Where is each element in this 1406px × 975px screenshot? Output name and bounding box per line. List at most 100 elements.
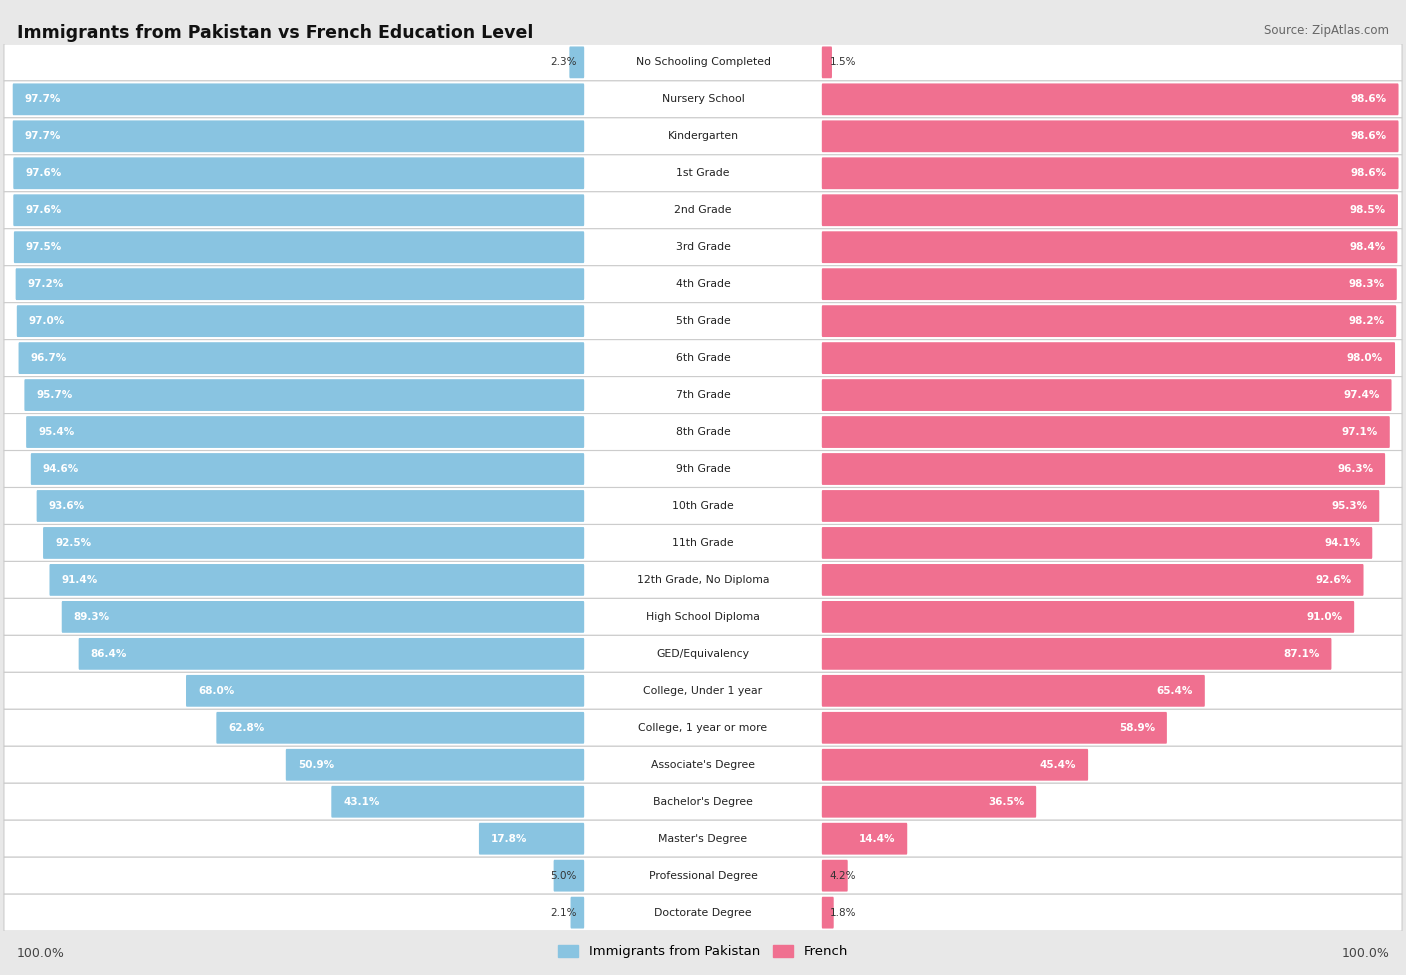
FancyBboxPatch shape <box>31 453 585 485</box>
FancyBboxPatch shape <box>821 453 1385 485</box>
FancyBboxPatch shape <box>821 120 1399 152</box>
Text: 95.3%: 95.3% <box>1331 501 1367 511</box>
Text: 68.0%: 68.0% <box>198 685 235 696</box>
Text: 96.7%: 96.7% <box>31 353 66 363</box>
FancyBboxPatch shape <box>4 857 1402 894</box>
Text: 1.8%: 1.8% <box>830 908 856 917</box>
FancyBboxPatch shape <box>13 157 585 189</box>
FancyBboxPatch shape <box>821 712 1167 744</box>
Text: 93.6%: 93.6% <box>49 501 84 511</box>
FancyBboxPatch shape <box>821 231 1398 263</box>
Text: 97.0%: 97.0% <box>28 316 65 327</box>
FancyBboxPatch shape <box>4 81 1402 118</box>
FancyBboxPatch shape <box>4 820 1402 857</box>
Text: 14.4%: 14.4% <box>859 834 896 843</box>
Text: 97.7%: 97.7% <box>25 95 60 104</box>
FancyBboxPatch shape <box>4 413 1402 450</box>
Text: 5.0%: 5.0% <box>550 871 576 880</box>
Text: Doctorate Degree: Doctorate Degree <box>654 908 752 917</box>
FancyBboxPatch shape <box>569 47 585 78</box>
Text: 6th Grade: 6th Grade <box>676 353 730 363</box>
FancyBboxPatch shape <box>821 860 848 891</box>
FancyBboxPatch shape <box>821 601 1354 633</box>
Text: 45.4%: 45.4% <box>1039 760 1076 770</box>
FancyBboxPatch shape <box>4 488 1402 525</box>
Text: 97.7%: 97.7% <box>25 132 60 141</box>
FancyBboxPatch shape <box>4 376 1402 413</box>
Text: 94.6%: 94.6% <box>42 464 79 474</box>
Text: 1.5%: 1.5% <box>830 58 856 67</box>
Text: 98.5%: 98.5% <box>1350 205 1386 215</box>
Text: High School Diploma: High School Diploma <box>647 612 759 622</box>
FancyBboxPatch shape <box>821 416 1389 448</box>
Text: Bachelor's Degree: Bachelor's Degree <box>652 797 754 806</box>
Text: 7th Grade: 7th Grade <box>676 390 730 400</box>
Text: 98.6%: 98.6% <box>1350 132 1386 141</box>
FancyBboxPatch shape <box>4 155 1402 192</box>
FancyBboxPatch shape <box>554 860 585 891</box>
FancyBboxPatch shape <box>821 268 1396 300</box>
FancyBboxPatch shape <box>4 673 1402 710</box>
Text: No Schooling Completed: No Schooling Completed <box>636 58 770 67</box>
Text: Kindergarten: Kindergarten <box>668 132 738 141</box>
Text: 12th Grade, No Diploma: 12th Grade, No Diploma <box>637 575 769 585</box>
Text: Associate's Degree: Associate's Degree <box>651 760 755 770</box>
FancyBboxPatch shape <box>4 450 1402 488</box>
Text: 92.6%: 92.6% <box>1316 575 1351 585</box>
FancyBboxPatch shape <box>4 710 1402 746</box>
FancyBboxPatch shape <box>821 527 1372 559</box>
Text: 92.5%: 92.5% <box>55 538 91 548</box>
Text: 98.6%: 98.6% <box>1350 169 1386 178</box>
Text: 96.3%: 96.3% <box>1337 464 1374 474</box>
Text: 10th Grade: 10th Grade <box>672 501 734 511</box>
Text: 4.2%: 4.2% <box>830 871 856 880</box>
FancyBboxPatch shape <box>13 194 585 226</box>
FancyBboxPatch shape <box>821 342 1395 374</box>
Text: GED/Equivalency: GED/Equivalency <box>657 648 749 659</box>
FancyBboxPatch shape <box>821 786 1036 818</box>
Text: 95.4%: 95.4% <box>38 427 75 437</box>
Text: 97.4%: 97.4% <box>1343 390 1379 400</box>
FancyBboxPatch shape <box>62 601 585 633</box>
Text: 17.8%: 17.8% <box>491 834 527 843</box>
Text: 2.3%: 2.3% <box>550 58 576 67</box>
Text: College, Under 1 year: College, Under 1 year <box>644 685 762 696</box>
FancyBboxPatch shape <box>332 786 585 818</box>
Text: 97.1%: 97.1% <box>1341 427 1378 437</box>
Text: 98.6%: 98.6% <box>1350 95 1386 104</box>
FancyBboxPatch shape <box>571 897 585 928</box>
FancyBboxPatch shape <box>821 749 1088 781</box>
FancyBboxPatch shape <box>4 562 1402 599</box>
Text: 91.0%: 91.0% <box>1306 612 1343 622</box>
FancyBboxPatch shape <box>821 305 1396 337</box>
Text: 65.4%: 65.4% <box>1157 685 1192 696</box>
Text: College, 1 year or more: College, 1 year or more <box>638 722 768 733</box>
Text: 98.2%: 98.2% <box>1348 316 1385 327</box>
FancyBboxPatch shape <box>79 638 585 670</box>
FancyBboxPatch shape <box>821 84 1399 115</box>
Text: 89.3%: 89.3% <box>73 612 110 622</box>
FancyBboxPatch shape <box>4 339 1402 376</box>
Legend: Immigrants from Pakistan, French: Immigrants from Pakistan, French <box>553 940 853 963</box>
Text: 100.0%: 100.0% <box>17 947 65 960</box>
FancyBboxPatch shape <box>17 305 585 337</box>
FancyBboxPatch shape <box>4 894 1402 931</box>
Text: 97.6%: 97.6% <box>25 169 62 178</box>
Text: 43.1%: 43.1% <box>343 797 380 806</box>
FancyBboxPatch shape <box>4 265 1402 302</box>
Text: 87.1%: 87.1% <box>1284 648 1319 659</box>
FancyBboxPatch shape <box>285 749 585 781</box>
Text: 100.0%: 100.0% <box>1341 947 1389 960</box>
Text: 8th Grade: 8th Grade <box>676 427 730 437</box>
FancyBboxPatch shape <box>4 783 1402 820</box>
Text: 95.7%: 95.7% <box>37 390 73 400</box>
Text: 4th Grade: 4th Grade <box>676 279 730 290</box>
FancyBboxPatch shape <box>479 823 585 855</box>
FancyBboxPatch shape <box>14 231 585 263</box>
FancyBboxPatch shape <box>4 44 1402 81</box>
FancyBboxPatch shape <box>4 229 1402 265</box>
Text: Master's Degree: Master's Degree <box>658 834 748 843</box>
Text: 58.9%: 58.9% <box>1119 722 1154 733</box>
FancyBboxPatch shape <box>217 712 585 744</box>
FancyBboxPatch shape <box>821 490 1379 522</box>
